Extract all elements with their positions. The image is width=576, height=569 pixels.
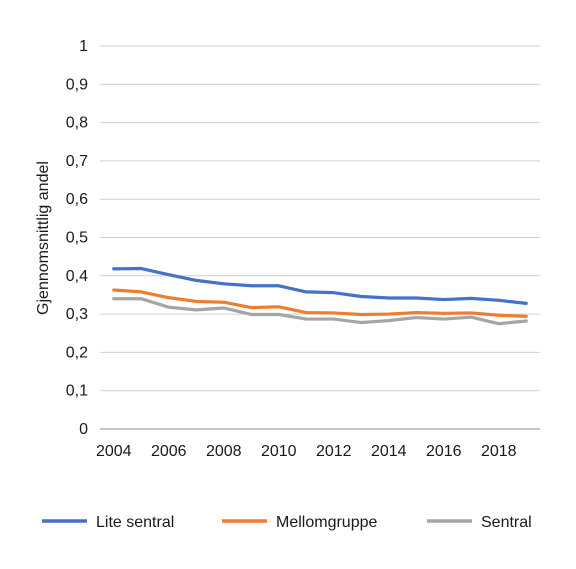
legend: Lite sentral Mellomgruppe Sentral (42, 514, 532, 531)
series-line-0 (112, 266, 528, 305)
y-axis-title: Gjennomsnittlig andel (35, 161, 52, 315)
y-axis-ticks: 0 0,1 0,2 0,3 0,4 0,5 0,6 0,7 0,8 0,9 1 (66, 38, 88, 438)
y-tick-label: 0,4 (66, 268, 88, 285)
y-tick-label: 0,9 (66, 76, 88, 93)
x-tick-label: 2018 (481, 443, 517, 460)
series-lines (112, 266, 528, 326)
y-tick-label: 0,5 (66, 230, 88, 247)
x-tick-label: 2010 (261, 443, 297, 460)
y-tick-label: 1 (79, 38, 88, 55)
y-tick-label: 0 (79, 421, 88, 438)
x-tick-label: 2006 (151, 443, 187, 460)
legend-label: Lite sentral (96, 514, 174, 531)
gridlines (100, 45, 540, 430)
x-axis-ticks: 2004 2006 2008 2010 2012 2014 2016 2018 (96, 443, 517, 460)
y-tick-label: 0,6 (66, 191, 88, 208)
x-tick-label: 2016 (426, 443, 462, 460)
legend-label: Sentral (481, 514, 532, 531)
series-line-2 (112, 297, 528, 326)
x-tick-label: 2012 (316, 443, 352, 460)
y-tick-label: 0,8 (66, 115, 88, 132)
y-tick-label: 0,2 (66, 344, 88, 361)
y-tick-label: 0,1 (66, 383, 88, 400)
x-tick-label: 2004 (96, 443, 132, 460)
x-tick-label: 2008 (206, 443, 242, 460)
legend-label: Mellomgruppe (276, 514, 377, 531)
series-line-1 (112, 288, 528, 318)
x-tick-label: 2014 (371, 443, 407, 460)
y-tick-label: 0,7 (66, 153, 88, 170)
y-tick-label: 0,3 (66, 306, 88, 323)
